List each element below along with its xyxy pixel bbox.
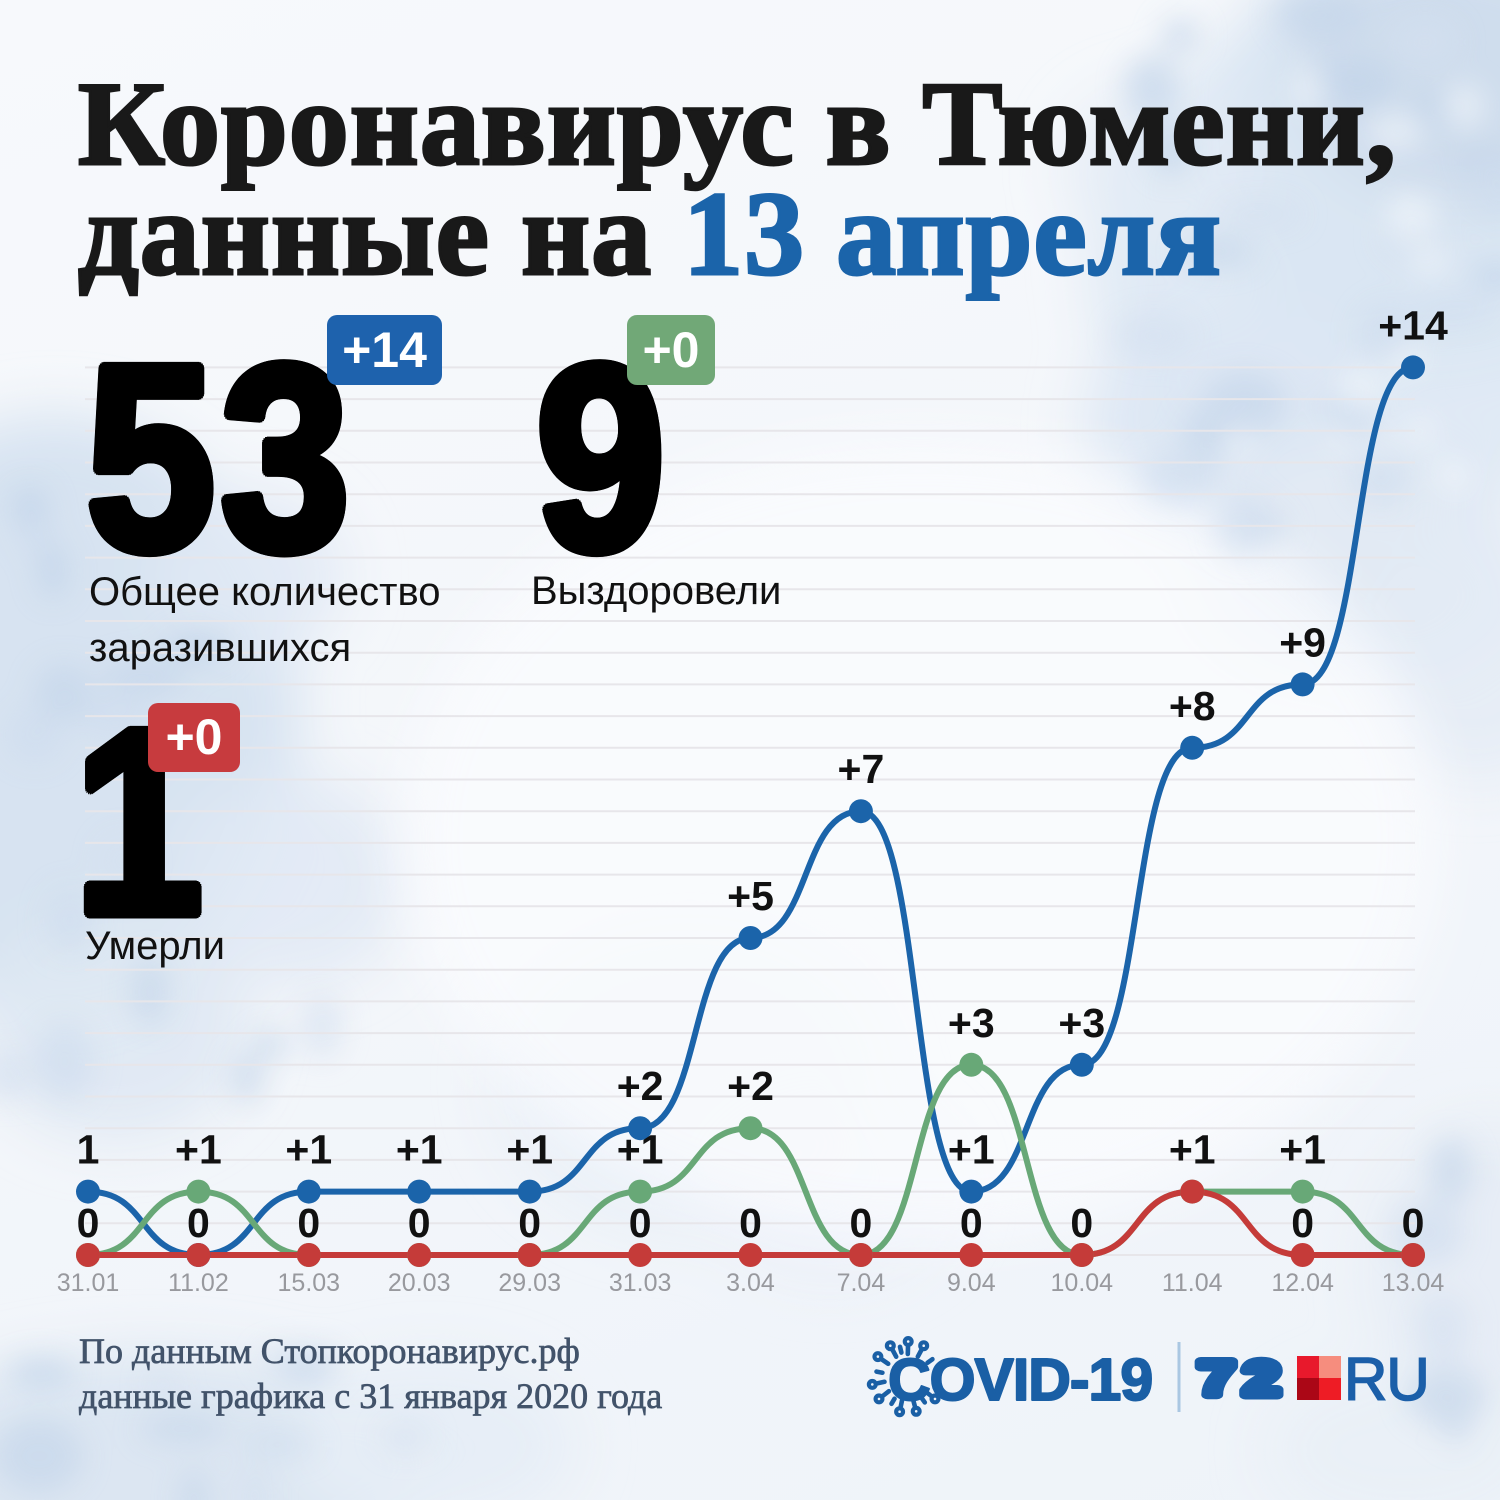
svg-text:0: 0 <box>1402 1200 1425 1246</box>
svg-text:0: 0 <box>629 1200 652 1246</box>
svg-text:20.03: 20.03 <box>388 1269 451 1297</box>
svg-text:+1: +1 <box>506 1127 553 1173</box>
svg-text:31.03: 31.03 <box>609 1269 672 1297</box>
svg-text:+1: +1 <box>175 1127 222 1173</box>
svg-text:+7: +7 <box>838 746 885 792</box>
svg-text:+1: +1 <box>948 1127 995 1173</box>
svg-text:72: 72 <box>1198 1353 1288 1406</box>
svg-text:+5: +5 <box>727 873 774 919</box>
svg-text:9.04: 9.04 <box>947 1269 996 1297</box>
svg-text:11.02: 11.02 <box>168 1269 229 1297</box>
svg-text:+1: +1 <box>285 1127 332 1173</box>
svg-text:0: 0 <box>297 1200 320 1246</box>
svg-text:0: 0 <box>960 1200 983 1246</box>
svg-text:+14: +14 <box>1378 302 1448 348</box>
svg-text:0: 0 <box>1291 1200 1314 1246</box>
svg-text:3.04: 3.04 <box>726 1269 775 1297</box>
svg-text:15.03: 15.03 <box>278 1269 341 1297</box>
svg-text:11.04: 11.04 <box>1162 1269 1223 1297</box>
svg-text:+2: +2 <box>617 1063 664 1109</box>
svg-text:0: 0 <box>739 1200 762 1246</box>
svg-text:+3: +3 <box>1058 1000 1105 1046</box>
svg-text:+1: +1 <box>396 1127 443 1173</box>
svg-text:+2: +2 <box>727 1063 774 1109</box>
svg-text:+9: +9 <box>1279 619 1326 665</box>
svg-text:1: 1 <box>77 1127 100 1173</box>
svg-text:COVID-19: COVID-19 <box>888 1347 1152 1413</box>
svg-text:10.04: 10.04 <box>1051 1269 1114 1297</box>
svg-text:29.03: 29.03 <box>498 1269 561 1297</box>
svg-text:+1: +1 <box>1279 1127 1326 1173</box>
svg-text:+8: +8 <box>1169 683 1216 729</box>
svg-text:0: 0 <box>849 1200 872 1246</box>
svg-text:RU: RU <box>1344 1346 1429 1413</box>
svg-text:+1: +1 <box>617 1127 664 1173</box>
svg-text:12.04: 12.04 <box>1271 1269 1334 1297</box>
svg-text:0: 0 <box>518 1200 541 1246</box>
svg-text:7.04: 7.04 <box>837 1269 886 1297</box>
svg-text:0: 0 <box>77 1200 100 1246</box>
svg-text:+3: +3 <box>948 1000 995 1046</box>
svg-text:0: 0 <box>187 1200 210 1246</box>
svg-text:0: 0 <box>408 1200 431 1246</box>
svg-text:0: 0 <box>1070 1200 1093 1246</box>
svg-text:+1: +1 <box>1169 1127 1216 1173</box>
svg-text:31.01: 31.01 <box>57 1269 120 1297</box>
svg-text:13.04: 13.04 <box>1382 1269 1445 1297</box>
